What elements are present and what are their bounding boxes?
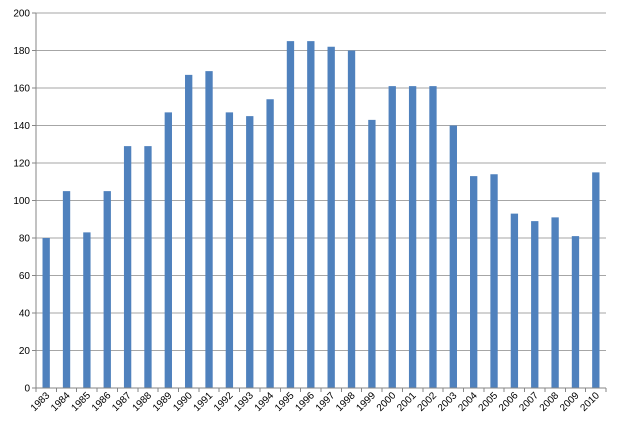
bar xyxy=(531,221,539,388)
x-tick-label: 1984 xyxy=(49,390,73,414)
axes xyxy=(32,12,607,392)
bar xyxy=(388,86,396,388)
bar xyxy=(449,125,457,388)
bar xyxy=(83,232,91,388)
x-tick-label: 2002 xyxy=(416,390,440,414)
y-tick-label: 60 xyxy=(19,271,31,282)
bar-series xyxy=(42,41,600,388)
bar xyxy=(144,146,152,388)
y-axis-tick-labels: 0 20 40 60 80 100 120 140 160 180 200 xyxy=(13,9,30,395)
x-tick-label: 1998 xyxy=(334,390,358,414)
bar xyxy=(164,112,172,388)
x-tick-label: 1994 xyxy=(253,390,277,414)
x-tick-label: 2007 xyxy=(517,390,541,414)
bar xyxy=(592,172,600,388)
y-tick-label: 100 xyxy=(13,196,30,207)
bar xyxy=(123,146,132,388)
y-tick-label: 140 xyxy=(13,121,30,132)
x-tick-label: 1996 xyxy=(293,390,317,414)
x-tick-label: 2001 xyxy=(395,390,419,414)
y-tick-label: 20 xyxy=(19,346,31,357)
bar xyxy=(103,191,111,388)
x-tick-label: 1990 xyxy=(171,390,195,414)
x-tick-label: 2006 xyxy=(497,390,521,414)
x-tick-label: 2004 xyxy=(456,390,480,414)
x-tick-label: 1997 xyxy=(314,390,338,414)
x-tick-label: 1989 xyxy=(151,390,175,414)
bar xyxy=(62,191,71,388)
x-tick-label: 2009 xyxy=(558,390,582,414)
x-tick-label: 1986 xyxy=(90,390,114,414)
bar xyxy=(408,86,417,388)
bar xyxy=(510,213,519,388)
x-tick-label: 2010 xyxy=(578,390,602,414)
x-tick-label: 1988 xyxy=(131,390,155,414)
bar xyxy=(266,99,274,388)
x-tick-label: 1993 xyxy=(232,390,256,414)
bar xyxy=(185,74,193,388)
x-tick-label: 1987 xyxy=(110,390,134,414)
x-tick-label: 2008 xyxy=(538,390,562,414)
gridlines xyxy=(36,12,606,351)
bar xyxy=(286,41,295,388)
x-tick-label: 1992 xyxy=(212,390,236,414)
x-tick-label: 1983 xyxy=(29,390,53,414)
x-tick-label: 2003 xyxy=(436,390,460,414)
x-tick-label: 1999 xyxy=(355,390,379,414)
y-tick-label: 160 xyxy=(13,84,30,95)
x-axis-tick-labels: 1983198419851986198719881989199019911992… xyxy=(29,390,602,414)
bar xyxy=(307,41,315,388)
x-tick-label: 2000 xyxy=(375,390,399,414)
bar xyxy=(42,238,50,388)
bar xyxy=(327,46,335,388)
bar xyxy=(347,50,356,388)
y-tick-label: 200 xyxy=(13,9,30,20)
bar xyxy=(205,71,213,388)
y-tick-label: 120 xyxy=(13,159,30,170)
bar xyxy=(368,119,376,388)
y-tick-label: 80 xyxy=(19,234,31,245)
y-tick-label: 180 xyxy=(13,46,30,57)
x-tick-label: 2005 xyxy=(477,390,501,414)
bar xyxy=(470,176,478,388)
bar xyxy=(429,86,437,388)
bar xyxy=(490,174,498,388)
x-tick-label: 1991 xyxy=(192,390,216,414)
bar xyxy=(246,116,254,388)
y-tick-label: 40 xyxy=(19,309,31,320)
x-tick-label: 1985 xyxy=(70,390,94,414)
bar xyxy=(571,236,580,388)
bar xyxy=(225,112,234,388)
y-tick-label: 0 xyxy=(24,384,30,395)
x-tick-label: 1995 xyxy=(273,390,297,414)
bar xyxy=(551,217,559,388)
